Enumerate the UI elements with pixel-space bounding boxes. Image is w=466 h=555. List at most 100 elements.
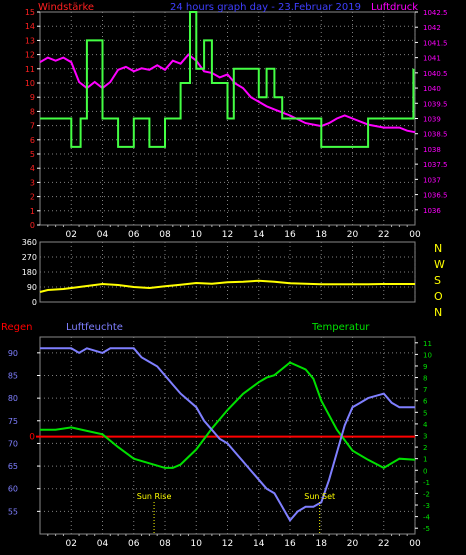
humidity-axis-tick: 60 [8, 485, 18, 494]
humidity-temperature-x-tick: 06 [128, 539, 140, 549]
humidity-axis-tick: 90 [8, 349, 18, 358]
wind-pressure-x-tick: 04 [97, 230, 109, 240]
wind-axis-tick: 4 [30, 164, 35, 173]
wind-axis-tick: 9 [30, 93, 35, 102]
pressure-axis-tick: 1039 [423, 116, 441, 124]
wind-pressure-x-tick: 10 [191, 230, 203, 240]
temperature-axis-tick: -1 [423, 479, 430, 487]
temperature-series-line [40, 361, 416, 470]
temperature-axis-tick: 7 [423, 386, 427, 394]
humidity-temperature-x-tick: 14 [253, 539, 265, 549]
pressure-axis-tick: 1037 [423, 176, 441, 184]
temperature-axis-tick: -4 [423, 514, 431, 522]
humidity-temperature-x-tick: 18 [316, 539, 328, 549]
temperature-axis-tick: 1 [423, 456, 427, 464]
pressure-axis-tick: 1042.5 [423, 9, 448, 17]
wind-axis-tick: 14 [25, 22, 35, 31]
humidity-axis-tick: 70 [8, 439, 18, 448]
wind-axis-tick: 6 [30, 136, 35, 145]
humidity-temperature-x-tick: 10 [191, 539, 203, 549]
wind-pressure-x-tick: 02 [66, 230, 77, 240]
pressure-axis-tick: 1041.5 [423, 39, 448, 47]
panel-humidity-temperature-frame [39, 336, 416, 535]
chart-title: 24 hours graph day - 23.Februar 2019 [170, 2, 361, 13]
pressure-axis-tick: 1040 [423, 85, 441, 93]
pressure-axis-tick: 1042 [423, 24, 441, 32]
temperature-axis-tick: 3 [423, 433, 427, 441]
humidity-axis-label: Luftfeuchte [66, 322, 123, 333]
wind-direction-degree-tick: 270 [22, 253, 37, 262]
wind-pressure-x-tick: 18 [316, 230, 328, 240]
wind-axis-tick: 3 [30, 178, 35, 187]
wind-axis-tick: 7 [30, 122, 35, 131]
humidity-temperature-x-tick: 22 [378, 539, 389, 549]
wind-direction-compass-tick: S [434, 274, 441, 287]
wind-pressure-x-tick: 12 [222, 230, 233, 240]
wind-series-line [40, 11, 415, 148]
temperature-axis-tick: -3 [423, 502, 430, 510]
sun-rise-label: Sun Rise [137, 492, 172, 501]
wind-axis-tick: 5 [30, 150, 35, 159]
wind-direction-compass-tick: O [434, 290, 443, 303]
wind-axis-tick: 10 [25, 79, 35, 88]
humidity-axis-tick: 75 [8, 417, 18, 426]
wind-pressure-x-tick: 22 [378, 230, 389, 240]
pressure-axis-tick: 1037.5 [423, 161, 448, 169]
temperature-axis-label: Temperatur [311, 322, 370, 333]
wind-axis-tick: 1 [30, 207, 35, 216]
rain-axis-label: Regen [1, 322, 33, 333]
wind-pressure-x-tick: 00 [409, 230, 421, 240]
temperature-axis-tick: 9 [423, 363, 427, 371]
wind-axis-tick: 15 [25, 8, 35, 17]
humidity-temperature-x-tick: 20 [347, 539, 359, 549]
wind-direction-compass-tick: N [434, 306, 442, 319]
sun-set-label: Sun Set [304, 492, 335, 501]
temperature-axis-tick: 6 [423, 398, 428, 406]
wind-direction-degree-tick: 90 [27, 283, 37, 292]
pressure-axis-label: Luftdruck [371, 2, 418, 13]
pressure-axis-tick: 1041 [423, 55, 441, 63]
temperature-axis-tick: 2 [423, 444, 427, 452]
humidity-temperature-x-tick: 08 [159, 539, 171, 549]
humidity-temperature-x-tick: 02 [66, 539, 77, 549]
temperature-axis-tick: 0 [423, 467, 427, 475]
pressure-axis-tick: 1036 [423, 207, 441, 215]
humidity-temperature-x-tick: 00 [409, 539, 421, 549]
rain-tick-label: 0 [29, 433, 35, 443]
wind-direction-series-line [39, 279, 415, 293]
wind-axis-tick: 13 [25, 36, 35, 45]
humidity-axis-tick: 80 [8, 394, 18, 403]
pressure-axis-tick: 1038 [423, 146, 441, 154]
humidity-series-line [40, 347, 415, 523]
wind-pressure-x-tick: 14 [253, 230, 265, 240]
wind-direction-degree-tick: 360 [22, 238, 37, 247]
wind-direction-compass-tick: N [434, 242, 442, 255]
wind-axis-tick: 12 [25, 51, 35, 60]
humidity-axis-tick: 55 [8, 507, 18, 516]
wind-pressure-x-tick: 06 [128, 230, 140, 240]
pressure-axis-tick: 1036.5 [423, 192, 448, 200]
pressure-series-line [39, 53, 416, 134]
humidity-axis-tick: 85 [8, 371, 18, 380]
temperature-axis-tick: 4 [423, 421, 428, 429]
wind-pressure-x-tick: 08 [159, 230, 171, 240]
humidity-temperature-x-tick: 16 [284, 539, 296, 549]
wind-pressure-x-tick: 20 [347, 230, 359, 240]
temperature-axis-tick: 8 [423, 375, 427, 383]
wind-axis-tick: 8 [30, 107, 35, 116]
temperature-axis-tick: -2 [423, 490, 430, 498]
wind-axis-label: Windstärke [38, 2, 94, 13]
temperature-axis-tick: -5 [423, 525, 430, 533]
wind-pressure-x-tick: 16 [284, 230, 296, 240]
wind-axis-tick: 11 [25, 65, 35, 74]
pressure-axis-tick: 1038.5 [423, 131, 448, 139]
wind-axis-tick: 2 [30, 193, 35, 202]
humidity-temperature-x-tick: 12 [222, 539, 233, 549]
wind-direction-degree-tick: 0 [32, 298, 37, 307]
pressure-axis-tick: 1039.5 [423, 100, 448, 108]
